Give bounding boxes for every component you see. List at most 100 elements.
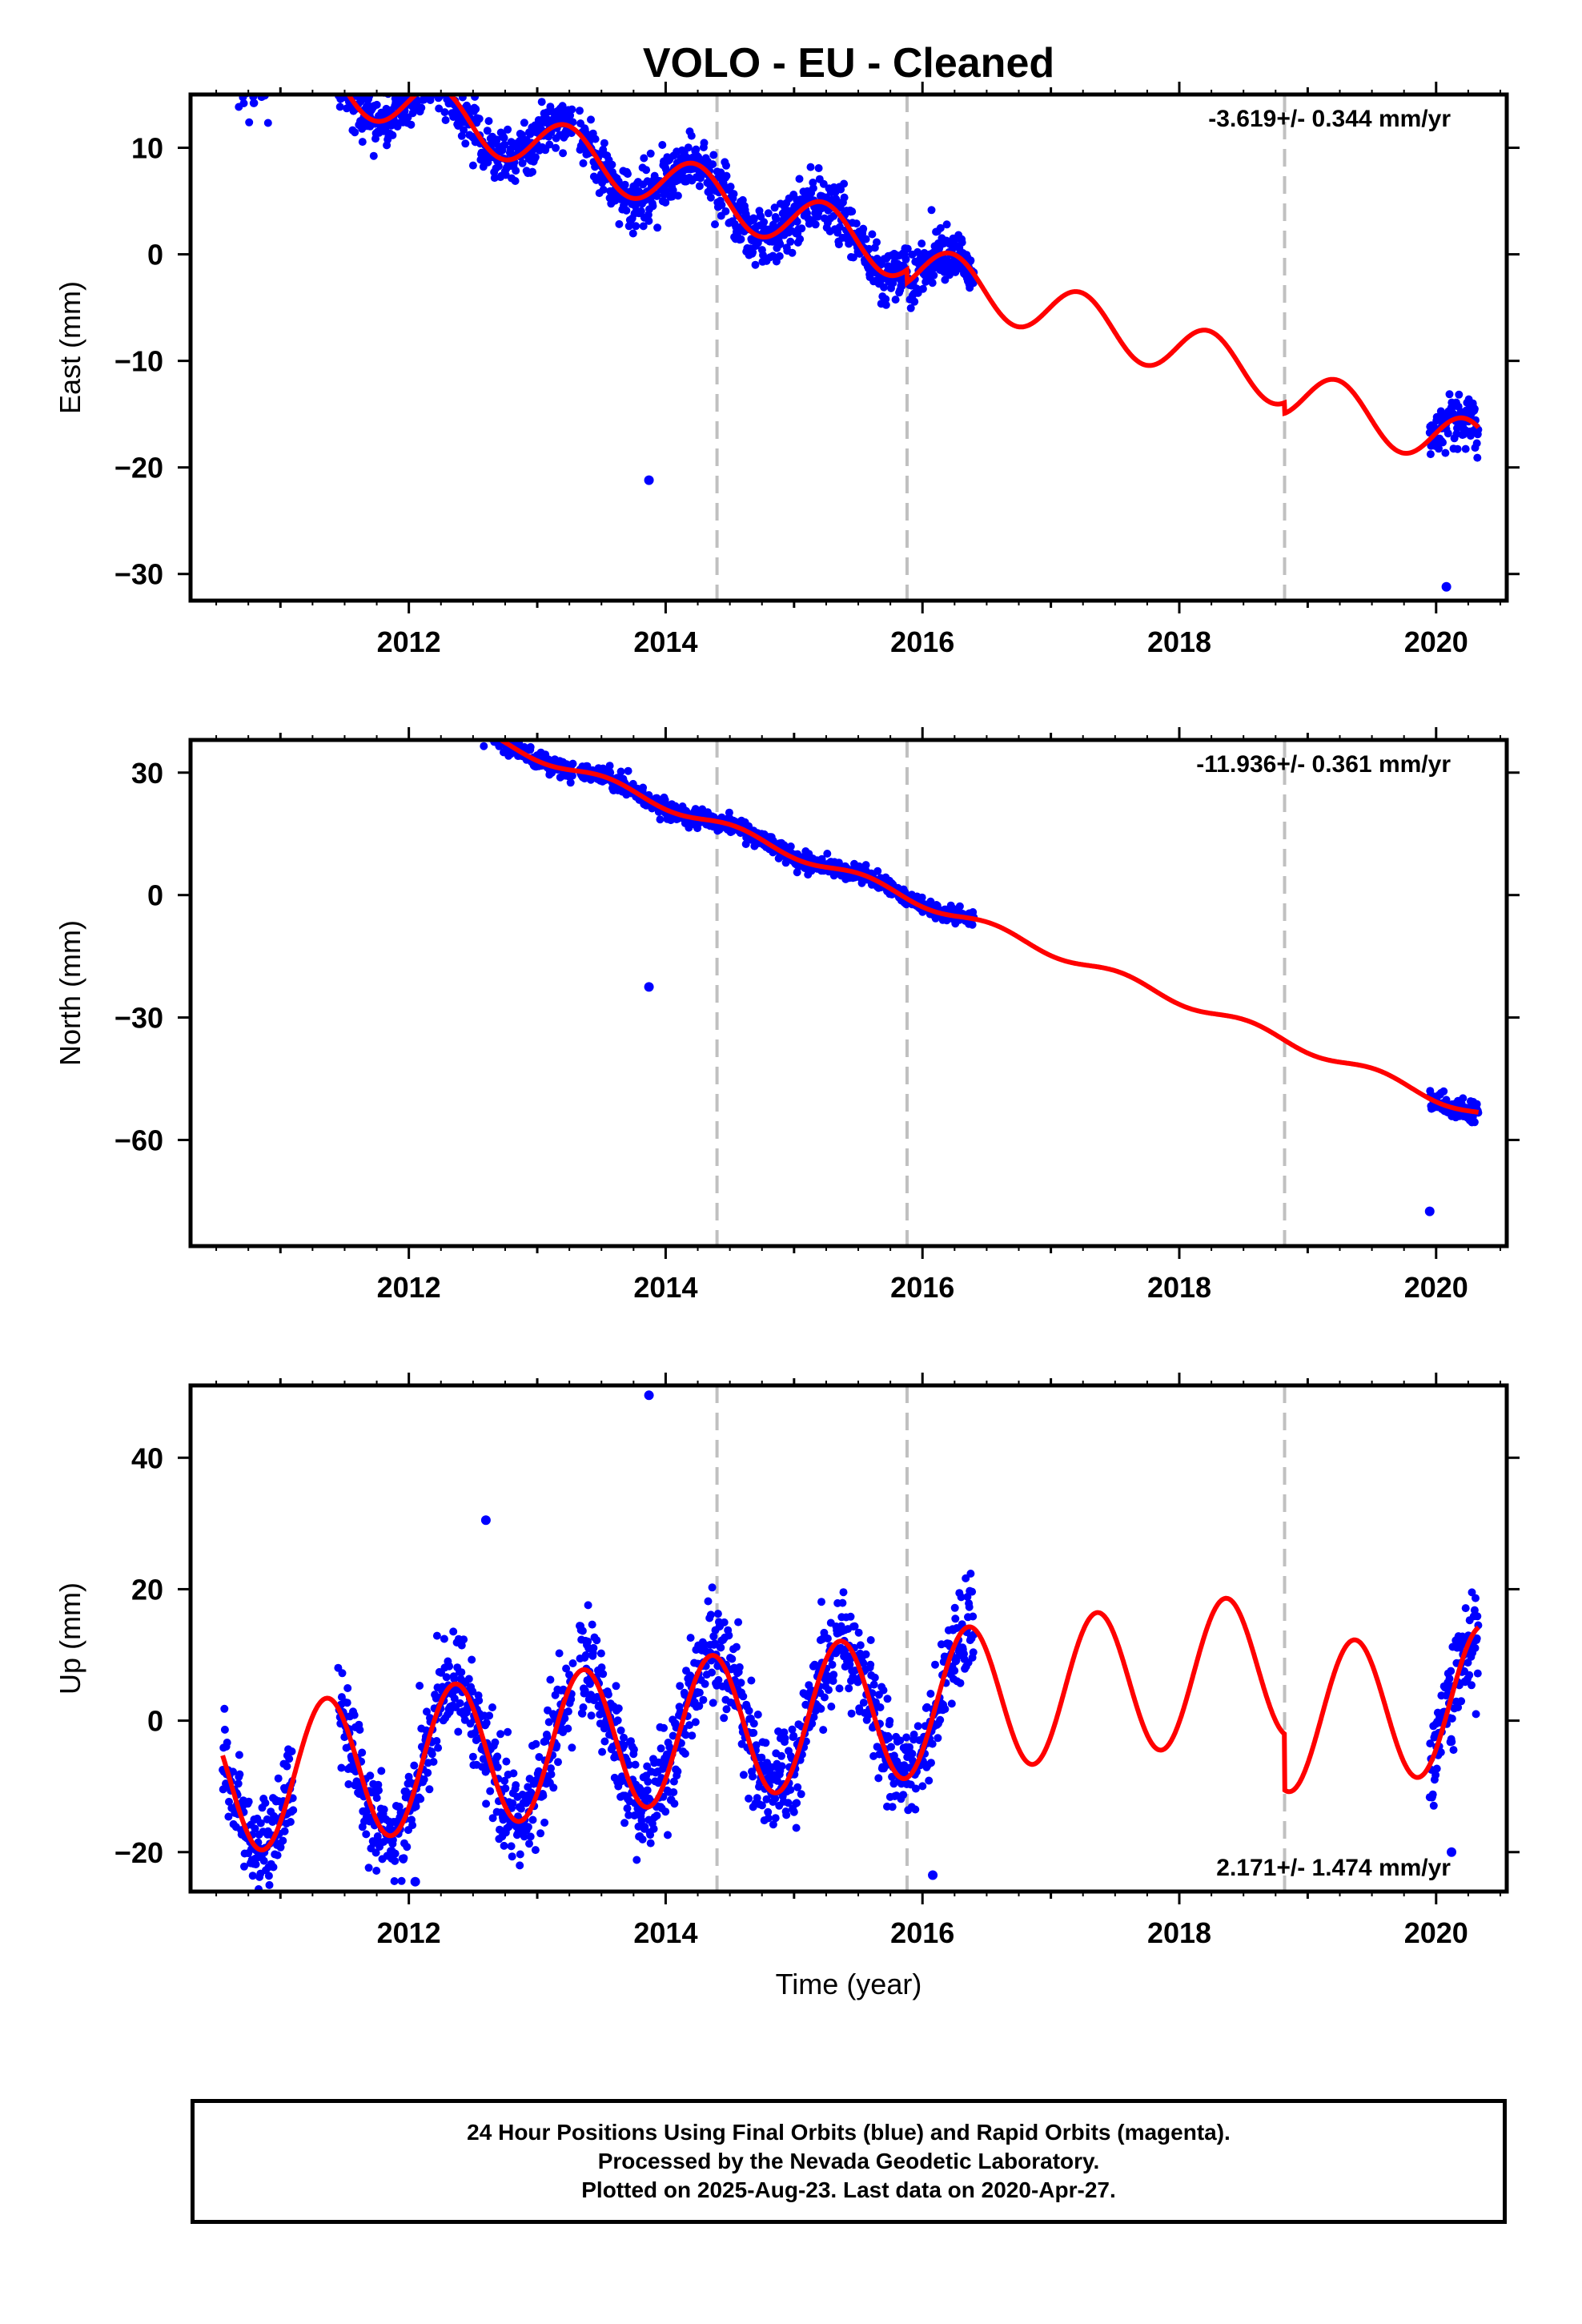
data-point <box>771 1794 780 1803</box>
data-point <box>599 185 608 194</box>
data-point <box>248 75 256 83</box>
data-point <box>418 707 426 715</box>
data-point <box>359 85 367 93</box>
data-point <box>227 630 235 638</box>
data-point <box>518 159 527 167</box>
data-point <box>226 632 234 640</box>
data-point <box>279 661 287 669</box>
data-point <box>708 1583 717 1592</box>
data-point <box>411 62 419 70</box>
data-point <box>341 65 349 73</box>
data-point <box>335 677 343 685</box>
data-point <box>436 77 444 85</box>
data-point <box>861 861 870 870</box>
data-point <box>335 61 343 69</box>
data-point <box>469 722 477 730</box>
data-point <box>1470 1118 1479 1127</box>
data-point <box>339 58 347 66</box>
data-point <box>468 728 476 736</box>
data-point <box>392 700 400 708</box>
data-point <box>616 1726 625 1735</box>
data-point <box>276 661 284 669</box>
data-point <box>467 718 475 726</box>
data-point <box>457 1668 466 1677</box>
data-point <box>388 706 396 714</box>
data-point <box>246 637 254 645</box>
data-point <box>753 1711 762 1719</box>
data-point <box>233 72 241 80</box>
data-point <box>449 1627 458 1636</box>
data-point <box>253 644 261 652</box>
data-point <box>237 81 245 89</box>
data-point <box>230 74 238 82</box>
data-point <box>287 1747 296 1755</box>
data-point <box>396 702 404 710</box>
data-point <box>280 1827 289 1835</box>
data-point <box>371 697 379 705</box>
data-point <box>464 1675 473 1683</box>
data-point <box>406 702 414 710</box>
data-point <box>355 1726 364 1734</box>
data-point <box>384 690 392 698</box>
data-point <box>568 759 577 768</box>
data-point <box>262 54 270 62</box>
data-point <box>547 1770 556 1779</box>
data-point <box>223 636 231 644</box>
data-point <box>222 42 230 50</box>
data-point <box>287 41 295 49</box>
data-point <box>219 625 227 633</box>
data-point <box>260 63 268 71</box>
data-point <box>735 1663 744 1671</box>
data-point <box>245 649 253 657</box>
data-point <box>500 1841 508 1850</box>
data-point <box>235 1770 244 1779</box>
data-point <box>235 635 243 643</box>
data-point <box>446 80 454 88</box>
caption-line-3: Plotted on 2025-Aug-23. Last data on 202… <box>581 2177 1116 2202</box>
data-point <box>720 1714 729 1723</box>
data-point <box>342 81 350 89</box>
data-point <box>1473 453 1482 462</box>
data-point <box>248 1872 257 1880</box>
data-point <box>482 1719 491 1727</box>
data-point <box>711 220 719 229</box>
data-point <box>348 682 356 690</box>
data-point <box>246 646 254 654</box>
data-point <box>444 81 452 89</box>
data-point <box>351 682 359 690</box>
data-point <box>259 656 267 664</box>
data-point <box>441 722 449 730</box>
data-point <box>264 652 272 660</box>
data-point <box>391 697 400 705</box>
data-point <box>489 721 497 729</box>
data-point <box>336 673 344 682</box>
data-point <box>955 902 964 911</box>
data-point <box>255 78 263 86</box>
data-point <box>255 654 263 662</box>
data-point <box>355 683 363 691</box>
data-point <box>475 115 484 123</box>
data-point <box>881 300 890 309</box>
data-point <box>387 707 395 715</box>
data-point <box>462 721 470 729</box>
data-point <box>749 247 757 256</box>
data-point <box>439 711 447 719</box>
data-point <box>676 1682 685 1691</box>
data-point <box>279 660 287 668</box>
data-point <box>899 1791 908 1799</box>
data-point <box>266 67 274 75</box>
data-point <box>370 683 378 691</box>
data-point <box>436 715 444 723</box>
data-point <box>445 720 453 728</box>
data-point <box>420 714 428 722</box>
data-point <box>251 653 259 661</box>
data-point <box>414 68 422 76</box>
data-point <box>428 80 436 88</box>
data-point <box>344 673 352 681</box>
data-point <box>947 1699 956 1708</box>
data-point <box>475 722 483 730</box>
data-point <box>917 893 926 902</box>
plot-frame <box>188 92 1509 603</box>
data-point <box>788 248 797 257</box>
data-point <box>564 1724 572 1733</box>
